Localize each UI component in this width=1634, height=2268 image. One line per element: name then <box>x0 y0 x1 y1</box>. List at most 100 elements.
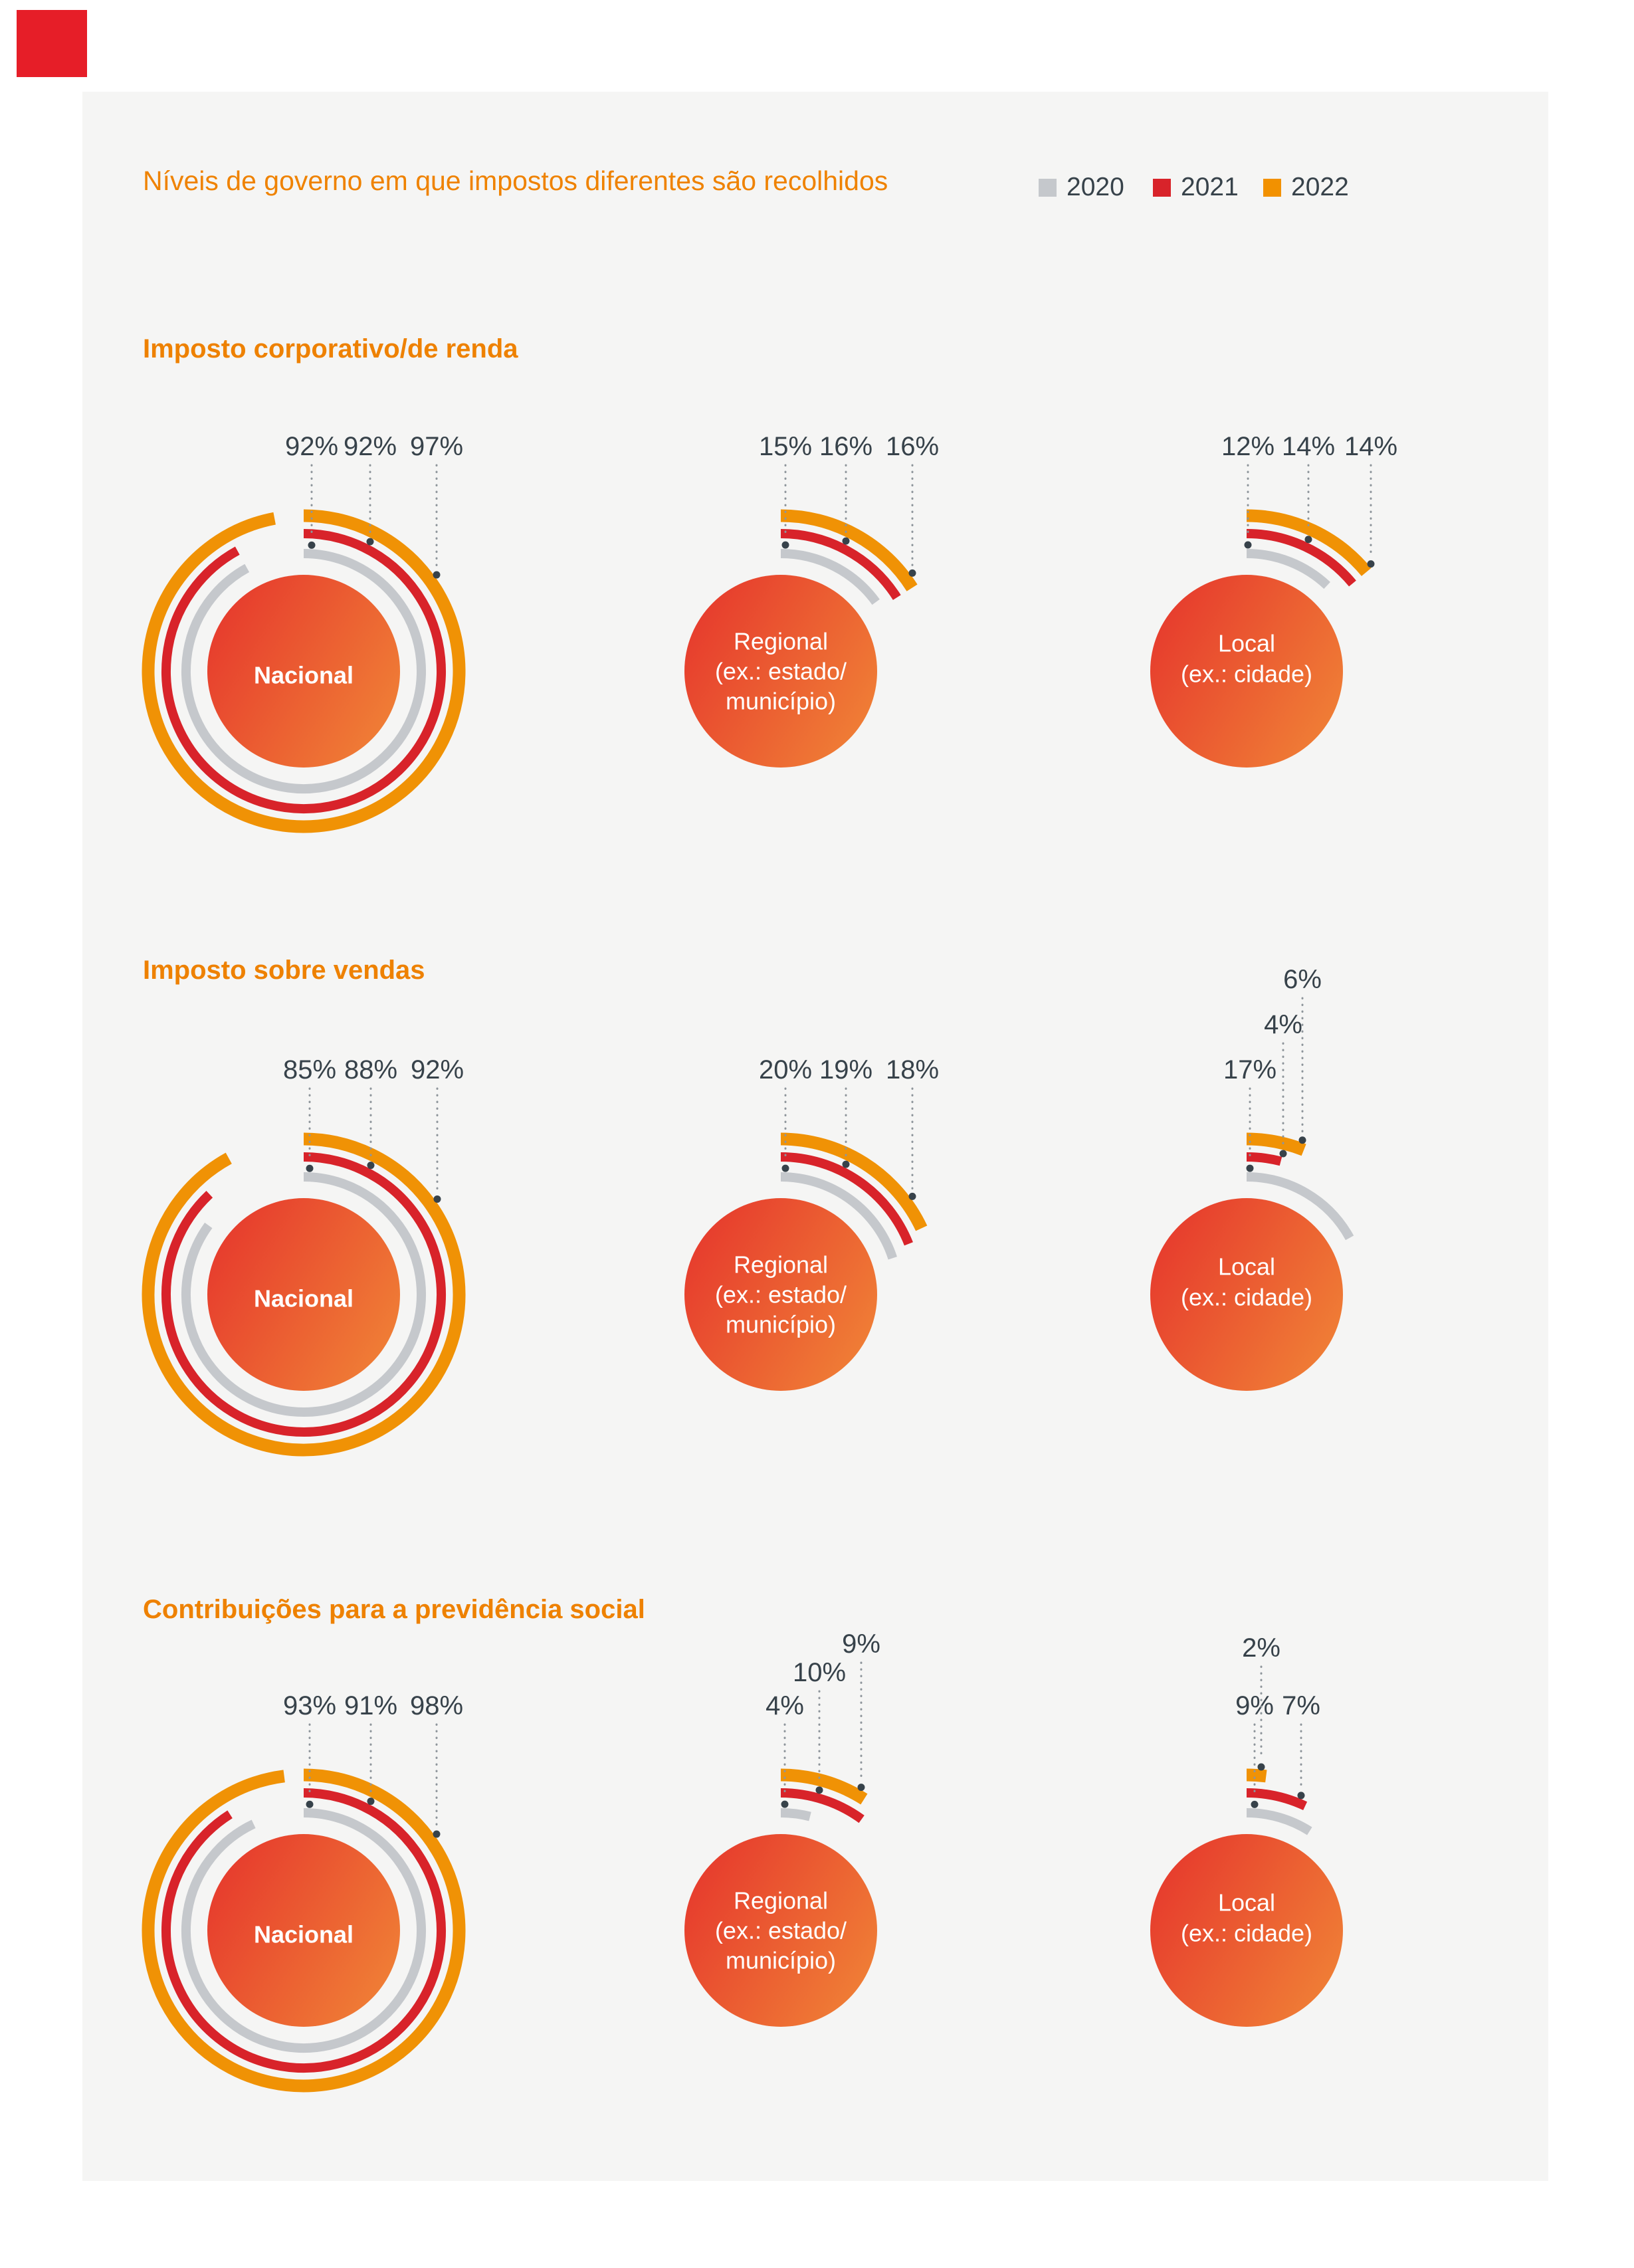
arc-2021 <box>1246 1152 1282 1166</box>
chart-nacional: Nacional 92% 92% 97% <box>142 432 466 833</box>
arc-2021 <box>161 1152 446 1437</box>
arc-2022 <box>780 1132 928 1231</box>
arc-2021 <box>1246 1788 1308 1811</box>
arc-2022 <box>142 509 466 833</box>
legend-swatch-2021 <box>1153 178 1171 197</box>
center-circle <box>1150 1834 1343 2027</box>
center-circle <box>684 575 877 768</box>
legend-label-2020: 2020 <box>1067 173 1124 201</box>
legend-label-2021: 2021 <box>1181 173 1239 201</box>
value-dot-2021 <box>1304 536 1312 544</box>
value-label-2020: 92% <box>285 432 338 461</box>
legend-swatch-2020 <box>1039 178 1057 197</box>
chart-regional: Regional(ex.: estado/município) 20% 19% 18% <box>684 1055 939 1391</box>
value-dot-2020 <box>308 541 316 549</box>
arc-2022 <box>142 1768 466 2093</box>
legend-label-2022: 2022 <box>1291 173 1349 201</box>
arc-2020 <box>181 1808 426 2053</box>
arc-2020 <box>181 549 426 793</box>
brand-mark <box>17 10 87 77</box>
arc-2021 <box>1246 529 1356 587</box>
value-dot-2020 <box>1251 1800 1259 1808</box>
center-label-line: (ex.: cidade) <box>1181 1920 1312 1947</box>
center-label-line: município) <box>726 1311 836 1338</box>
value-label-2021: 4% <box>1264 1010 1302 1039</box>
arc-2020 <box>780 1172 897 1260</box>
value-label-2022: 6% <box>1283 965 1322 994</box>
chart-local: Local(ex.: cidade)12% 14% 14% <box>1150 432 1397 768</box>
page-title: Níveis de governo em que impostos difere… <box>143 165 888 196</box>
center-label-line: Regional <box>734 1887 828 1914</box>
center-circle <box>207 575 400 768</box>
value-dot-2021 <box>842 1160 850 1168</box>
section-title-social-security: Contribuições para a previdência social <box>143 1595 645 1624</box>
center-label-line: (ex.: estado/ <box>715 1917 847 1944</box>
value-label-2020: 85% <box>283 1055 336 1084</box>
value-dot-2022 <box>908 1192 916 1200</box>
value-label-2020: 17% <box>1223 1055 1277 1084</box>
center-label-line: Local <box>1218 1889 1275 1916</box>
value-dot-2021 <box>367 1798 375 1805</box>
center-label-line: Local <box>1218 1253 1275 1281</box>
legend-item-2021: 2021 <box>1153 173 1239 201</box>
value-label-2022: 9% <box>842 1629 880 1659</box>
legend-item-2020: 2020 <box>1039 173 1124 201</box>
value-label-2022: 97% <box>410 432 463 461</box>
center-label-line: Regional <box>734 1251 828 1279</box>
value-label-2021: 16% <box>819 432 872 461</box>
center-circle <box>207 1198 400 1391</box>
arc-2021 <box>161 529 446 813</box>
center-label-line: município) <box>726 688 836 715</box>
value-label-2021: 88% <box>344 1055 397 1084</box>
value-dot-2022 <box>1367 560 1375 568</box>
value-dot-2022 <box>857 1784 865 1792</box>
legend-swatch-2022 <box>1263 178 1281 197</box>
value-label-2020: 9% <box>1235 1691 1274 1720</box>
center-label-line: Nacional <box>254 1285 354 1312</box>
center-label-line: Nacional <box>254 662 354 689</box>
arc-2022 <box>1246 1768 1267 1783</box>
arc-2021 <box>780 1788 865 1823</box>
center-circle <box>1150 1198 1343 1391</box>
center-label-line: Local <box>1218 630 1275 657</box>
chart-local: Local (ex.: cidade) 9% 7%2% <box>1150 1633 1343 2027</box>
value-label-2022: 14% <box>1344 432 1397 461</box>
value-label-2020: 20% <box>759 1055 812 1084</box>
value-dot-2020 <box>306 1800 314 1808</box>
value-label-2020: 15% <box>759 432 812 461</box>
arc-2020 <box>1246 549 1330 589</box>
center-label-line: Regional <box>734 628 828 655</box>
center-circle <box>684 1198 877 1391</box>
center-label-line: município) <box>726 1947 836 1974</box>
chart-regional: Regional (ex.: estado/município) 4% 10%9% <box>684 1629 880 2027</box>
value-dot-2020 <box>1244 541 1252 549</box>
value-dot-2020 <box>306 1164 314 1172</box>
value-dot-2022 <box>1298 1136 1306 1144</box>
value-dot-2022 <box>433 1830 441 1838</box>
value-dot-2021 <box>1279 1150 1287 1158</box>
section-title-corporate-tax: Imposto corporativo/de renda <box>143 334 518 363</box>
value-label-2020: 4% <box>766 1691 804 1720</box>
value-label-2020: 93% <box>283 1691 336 1720</box>
arc-2022 <box>780 1768 868 1805</box>
arc-2022 <box>780 509 918 591</box>
center-circle <box>684 1834 877 2027</box>
value-label-2022: 92% <box>411 1055 464 1084</box>
value-label-2022: 16% <box>886 432 939 461</box>
value-dot-2021 <box>366 538 374 546</box>
section-title-sales-tax: Imposto sobre vendas <box>143 956 425 985</box>
arc-2021 <box>780 1152 913 1246</box>
center-label-line: (ex.: cidade) <box>1181 1284 1312 1311</box>
value-dot-2021 <box>815 1786 823 1794</box>
arc-2020 <box>181 1172 426 1417</box>
value-dot-2020 <box>781 1800 789 1808</box>
arc-2020 <box>780 549 880 605</box>
value-dot-2020 <box>1246 1164 1254 1172</box>
center-circle <box>1150 575 1343 768</box>
arc-2022 <box>1246 509 1372 576</box>
center-label-line: (ex.: estado/ <box>715 1281 847 1308</box>
chart-local: Local (ex.: cidade) 17% 4% 6% <box>1150 965 1354 1391</box>
value-dot-2022 <box>1257 1763 1265 1771</box>
arc-2021 <box>161 1788 446 2073</box>
value-label-2021: 19% <box>819 1055 872 1084</box>
